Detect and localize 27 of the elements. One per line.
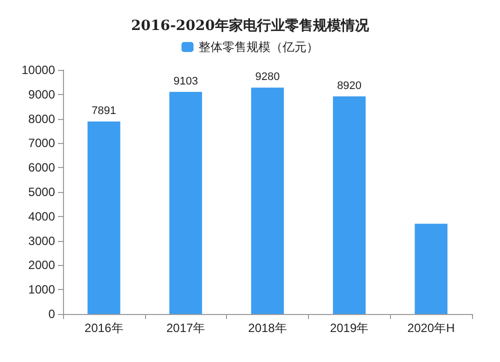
y-tick-label: 4000 [28,209,56,224]
y-tick-label: 6000 [28,160,56,175]
bar [88,121,120,314]
data-label: 7891 [92,104,116,117]
bar [414,224,448,314]
bar [169,92,202,314]
legend-label: 整体零售规模（亿元） [198,40,318,54]
bar [251,88,284,314]
data-label: 9280 [255,71,280,84]
x-tick-label: 2020年H [407,321,455,335]
data-label: 9103 [173,75,198,88]
y-tick-label: 9000 [28,87,56,102]
y-tick-label: 5000 [28,185,56,199]
y-tick-label: 3000 [28,234,56,248]
x-tick-label: 2016年 [84,321,124,335]
y-tick-label: 10000 [22,63,56,77]
y-tick-label: 0 [48,307,56,321]
chart-title: 2016-2020年家电行业零售规模情况 [131,17,370,34]
bar [332,96,366,314]
x-tick-label: 2019年 [330,321,369,335]
y-tick-label: 7000 [28,136,56,150]
x-tick-label: 2018年 [248,321,287,335]
y-tick-label: 8000 [28,112,56,126]
y-tick-label: 2000 [28,258,56,272]
x-tick-label: 2017年 [166,321,206,335]
y-tick-label: 1000 [28,282,56,297]
data-label: 8920 [337,80,362,92]
